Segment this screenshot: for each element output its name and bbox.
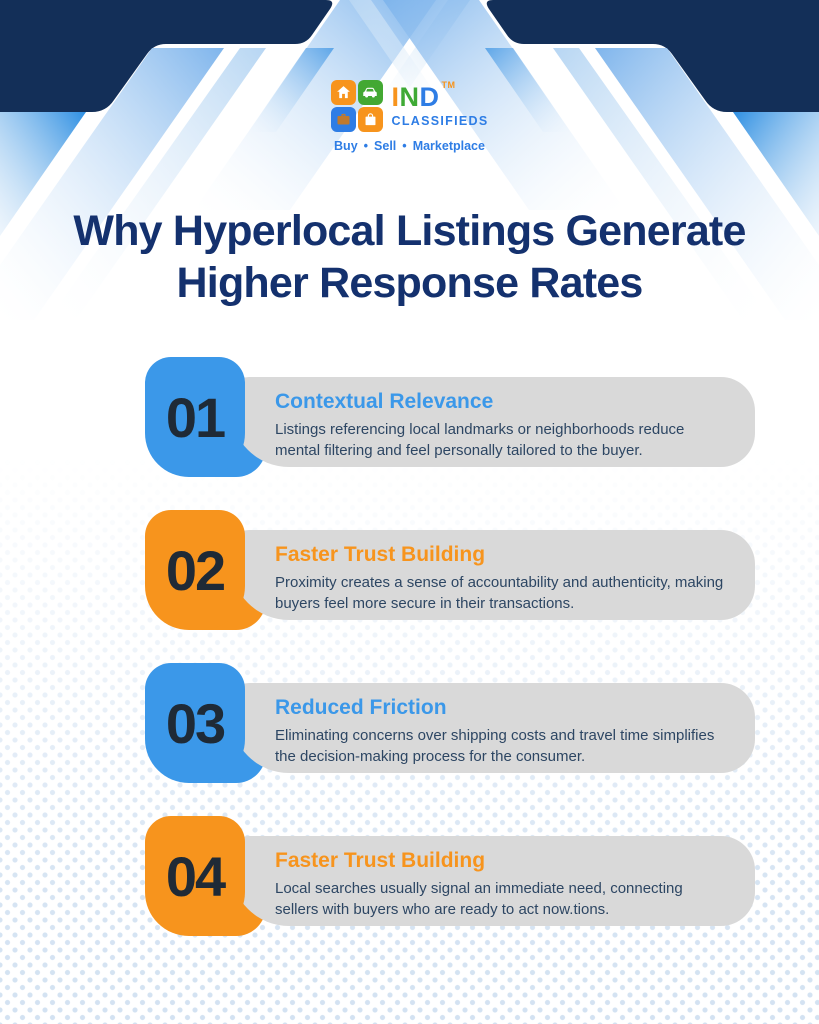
page-title-line1: Why Hyperlocal Listings Generate [73,207,746,255]
briefcase-icon [330,107,356,132]
reason-card-3: Reduced Friction Eliminating concerns ov… [145,663,755,783]
card-body-text: Listings referencing local landmarks or … [275,421,685,460]
brand-tagline: Buy • Sell • Marketplace [334,139,485,153]
number-badge: 04 [145,816,245,936]
brand-letter-n: N [399,82,420,112]
card-body-text: Local searches usually signal an immedia… [275,880,683,919]
tagline-word: Sell [374,139,397,153]
number-badge: 01 [145,357,245,477]
page-title-line2: Higher Response Rates [176,258,644,307]
card-panel: Faster Trust Building Local searches usu… [231,836,755,926]
card-heading: Contextual Relevance [275,390,494,413]
shopping-bag-icon [357,107,383,132]
card-panel: Contextual Relevance Listings referencin… [231,377,755,467]
number-badge: 02 [145,510,245,630]
page-title: Why Hyperlocal Listings Generate Higher … [0,206,819,309]
reason-card-list: Contextual Relevance Listings referencin… [145,357,755,969]
tagline-word: Marketplace [412,139,485,153]
brand-subtitle: CLASSIFIEDS [391,114,489,128]
house-icon [330,80,356,105]
trademark-mark: TM [441,80,456,90]
card-body-text: Proximity creates a sense of accountabil… [275,574,724,613]
brand-letter-d: D [419,82,440,112]
card-heading: Faster Trust Building [275,543,486,566]
tagline-word: Buy [334,139,358,153]
reason-card-4: Faster Trust Building Local searches usu… [145,816,755,936]
card-body-text: Eliminating concerns over shipping costs… [275,727,715,766]
card-panel: Reduced Friction Eliminating concerns ov… [231,683,755,773]
tagline-separator-dot: • [363,139,369,153]
card-heading: Reduced Friction [275,696,447,719]
card-heading: Faster Trust Building [275,849,486,872]
number-badge: 03 [145,663,245,783]
car-icon [357,80,383,105]
logo-grid-icon [330,80,383,132]
brand-letter-i: I [391,82,400,112]
reason-card-1: Contextual Relevance Listings referencin… [145,357,755,477]
card-panel: Faster Trust Building Proximity creates … [231,530,755,620]
tagline-separator-dot: • [402,139,407,153]
reason-card-2: Faster Trust Building Proximity creates … [145,510,755,630]
